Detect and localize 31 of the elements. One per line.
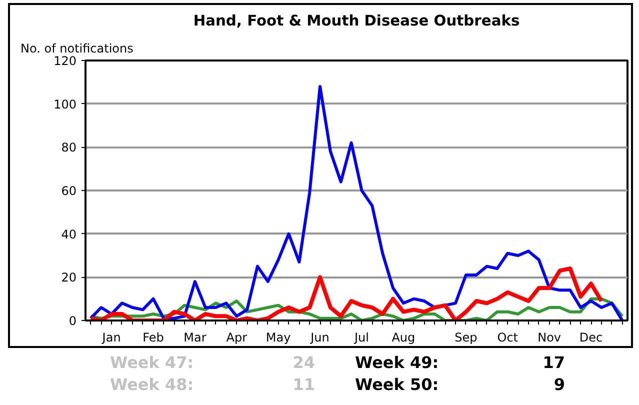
y-tick-label: 60 bbox=[61, 184, 77, 198]
line-series bbox=[88, 266, 604, 320]
x-tick-label: Jun bbox=[310, 330, 330, 344]
text: 24 bbox=[292, 352, 315, 374]
y-tick-label: 0 bbox=[68, 314, 77, 328]
x-tick-label: Oct bbox=[497, 330, 518, 344]
y-axis-title: No. of notifications bbox=[20, 42, 134, 56]
x-tick-label: Sep bbox=[454, 330, 478, 344]
x-tick-label: Feb bbox=[142, 330, 164, 344]
y-tick-label: 120 bbox=[54, 54, 76, 68]
text: Week 47: bbox=[110, 352, 194, 374]
text: 9 bbox=[554, 374, 565, 396]
line-series bbox=[89, 85, 624, 320]
x-tick-label: Nov bbox=[538, 330, 562, 344]
y-tick-label: 100 bbox=[54, 97, 76, 112]
text: 11 bbox=[292, 374, 315, 396]
text: Week 49: bbox=[355, 352, 439, 374]
chart-title: Hand, Foot & Mouth Disease Outbreaks bbox=[193, 12, 520, 30]
x-tick-label: Aug bbox=[392, 330, 416, 344]
x-tick-label: Jul bbox=[353, 330, 369, 344]
y-tick-label: 80 bbox=[61, 140, 77, 155]
x-tick-label: Mar bbox=[184, 330, 206, 344]
text: 17 bbox=[542, 352, 565, 374]
x-tick-label: Apr bbox=[226, 330, 248, 344]
x-tick-label: Dec bbox=[579, 330, 603, 344]
y-tick-label: 40 bbox=[61, 227, 77, 242]
text: Week 50: bbox=[355, 374, 439, 396]
x-tick-label: Jan bbox=[101, 330, 121, 344]
y-tick-label: 20 bbox=[61, 270, 77, 285]
x-tick-label: May bbox=[266, 330, 291, 344]
text: Week 48: bbox=[110, 374, 194, 396]
